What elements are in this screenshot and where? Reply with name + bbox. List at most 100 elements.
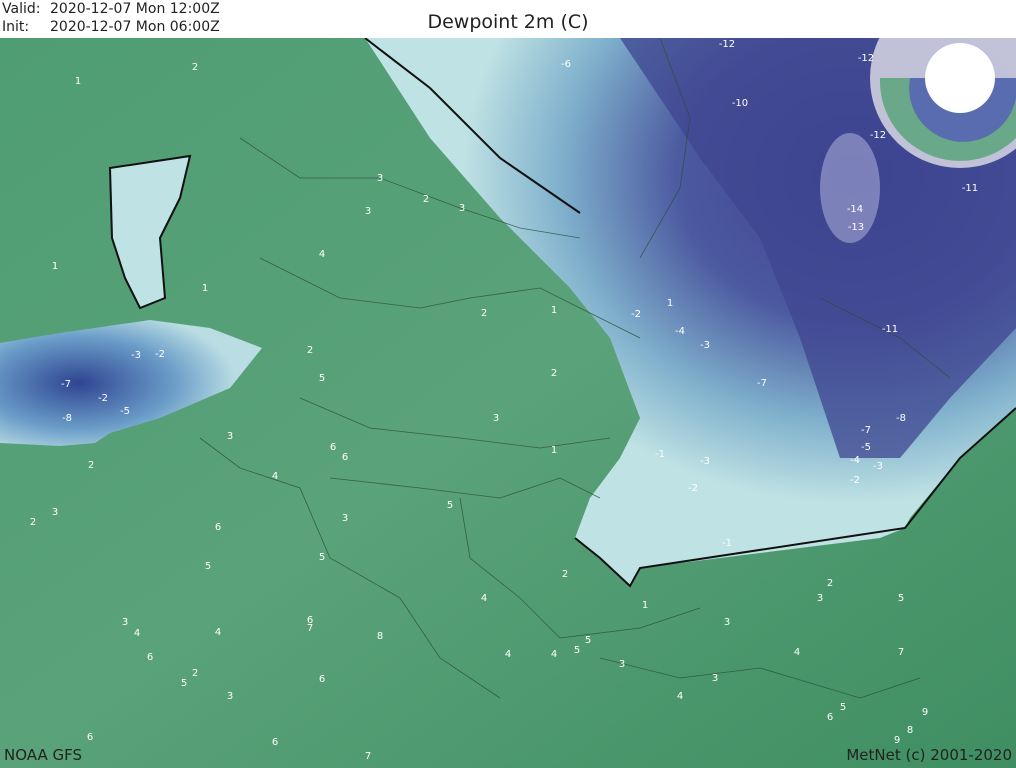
contour-label: -1 xyxy=(655,449,665,460)
contour-label: -2 xyxy=(850,475,860,486)
valid-label: Valid: xyxy=(2,1,41,17)
contour-label: 1 xyxy=(667,298,673,309)
contour-label: -12 xyxy=(858,53,874,64)
contour-label: 4 xyxy=(481,593,487,604)
contour-label: 7 xyxy=(365,751,371,762)
contour-label: -5 xyxy=(120,406,130,417)
map-title: Dewpoint 2m (C) xyxy=(427,11,589,33)
contour-label: 3 xyxy=(377,173,383,184)
contour-label: 2 xyxy=(192,62,198,73)
contour-label: -2 xyxy=(688,483,698,494)
contour-label: 4 xyxy=(215,627,221,638)
alpine-region xyxy=(0,320,262,446)
init-time: 2020-12-07 Mon 06:00Z xyxy=(50,19,220,35)
contour-label: -7 xyxy=(757,378,767,389)
contour-label: -7 xyxy=(61,379,71,390)
contour-label: 7 xyxy=(898,647,904,658)
contour-label: 5 xyxy=(319,373,325,384)
contour-label: 1 xyxy=(75,76,81,87)
contour-label: 4 xyxy=(319,249,325,260)
contour-label: 1 xyxy=(551,445,557,456)
contour-label: 3 xyxy=(817,593,823,604)
contour-label: 8 xyxy=(907,725,913,736)
contour-label: -7 xyxy=(861,425,871,436)
contour-label: 3 xyxy=(227,431,233,442)
contour-label: 6 xyxy=(330,442,336,453)
contour-label: 6 xyxy=(319,674,325,685)
contour-label: 5 xyxy=(898,593,904,604)
contour-label: 6 xyxy=(272,737,278,748)
contour-label: 6 xyxy=(87,732,93,743)
contour-label: 5 xyxy=(319,552,325,563)
contour-label: 1 xyxy=(52,261,58,272)
source-label: NOAA GFS xyxy=(4,746,82,764)
contour-label: 3 xyxy=(459,203,465,214)
contour-label: 2 xyxy=(827,578,833,589)
contour-label: 2 xyxy=(307,345,313,356)
contour-label: 4 xyxy=(794,647,800,658)
contour-label: -4 xyxy=(850,455,860,466)
contour-label: 5 xyxy=(447,500,453,511)
valid-row: Valid: 2020-12-07 Mon 12:00Z xyxy=(2,0,220,18)
contour-label: 5 xyxy=(181,678,187,689)
cold-core xyxy=(820,133,880,243)
contour-label: 3 xyxy=(227,691,233,702)
contour-label: 3 xyxy=(342,513,348,524)
borders xyxy=(199,38,951,699)
contour-label: 3 xyxy=(52,507,58,518)
contour-label: 1 xyxy=(551,305,557,316)
contour-label: 4 xyxy=(272,471,278,482)
contour-label: -2 xyxy=(631,309,641,320)
cool-region xyxy=(108,154,192,310)
contour-label: -11 xyxy=(882,324,898,335)
contour-label: -3 xyxy=(131,350,141,361)
contour-label: 2 xyxy=(88,460,94,471)
contour-label: 5 xyxy=(205,561,211,572)
valid-time: 2020-12-07 Mon 12:00Z xyxy=(50,1,220,17)
contour-label: 3 xyxy=(724,617,730,628)
map-canvas: -12-12-6-10-12-11-14-13-11-7-8-7-5-4-3-2… xyxy=(0,38,1016,768)
init-row: Init: 2020-12-07 Mon 06:00Z xyxy=(2,18,220,36)
contour-label: 1 xyxy=(642,600,648,611)
contour-label: 4 xyxy=(677,691,683,702)
contour-label: -11 xyxy=(962,183,978,194)
contour-label: -3 xyxy=(700,340,710,351)
contour-label: 1 xyxy=(202,283,208,294)
contour-label: 3 xyxy=(619,659,625,670)
contour-label: 2 xyxy=(423,194,429,205)
contour-label: 8 xyxy=(377,631,383,642)
contour-label: 9 xyxy=(922,707,928,718)
contour-label: -14 xyxy=(847,204,863,215)
contour-label: 6 xyxy=(342,452,348,463)
contour-label: 3 xyxy=(122,617,128,628)
contour-label: -10 xyxy=(732,98,748,109)
contour-label: 4 xyxy=(134,628,140,639)
contour-label: 6 xyxy=(307,615,313,626)
contour-label: 3 xyxy=(493,413,499,424)
contour-label: -8 xyxy=(896,413,906,424)
contour-label: -13 xyxy=(848,222,864,233)
credit-label: MetNet (c) 2001-2020 xyxy=(846,746,1012,764)
zero-isoline xyxy=(364,38,1016,588)
contour-label: 6 xyxy=(215,522,221,533)
contour-label: 2 xyxy=(562,569,568,580)
contour-label: 5 xyxy=(840,702,846,713)
contour-label: 2 xyxy=(192,668,198,679)
contour-label: 2 xyxy=(30,517,36,528)
contour-label: 6 xyxy=(147,652,153,663)
contour-label: -1 xyxy=(722,538,732,549)
contour-label: -2 xyxy=(155,349,165,360)
contour-label: 4 xyxy=(551,649,557,660)
contour-label: -12 xyxy=(719,39,735,50)
contour-label: 7 xyxy=(307,623,313,634)
contour-label: -5 xyxy=(861,442,871,453)
legend-wheel xyxy=(870,38,1016,168)
contour-label: -4 xyxy=(675,326,685,337)
contour-label: 3 xyxy=(712,673,718,684)
contour-label: -2 xyxy=(98,393,108,404)
contour-label: 3 xyxy=(365,206,371,217)
contour-label: -12 xyxy=(870,130,886,141)
contour-label: 2 xyxy=(551,368,557,379)
contour-label: 5 xyxy=(574,645,580,656)
